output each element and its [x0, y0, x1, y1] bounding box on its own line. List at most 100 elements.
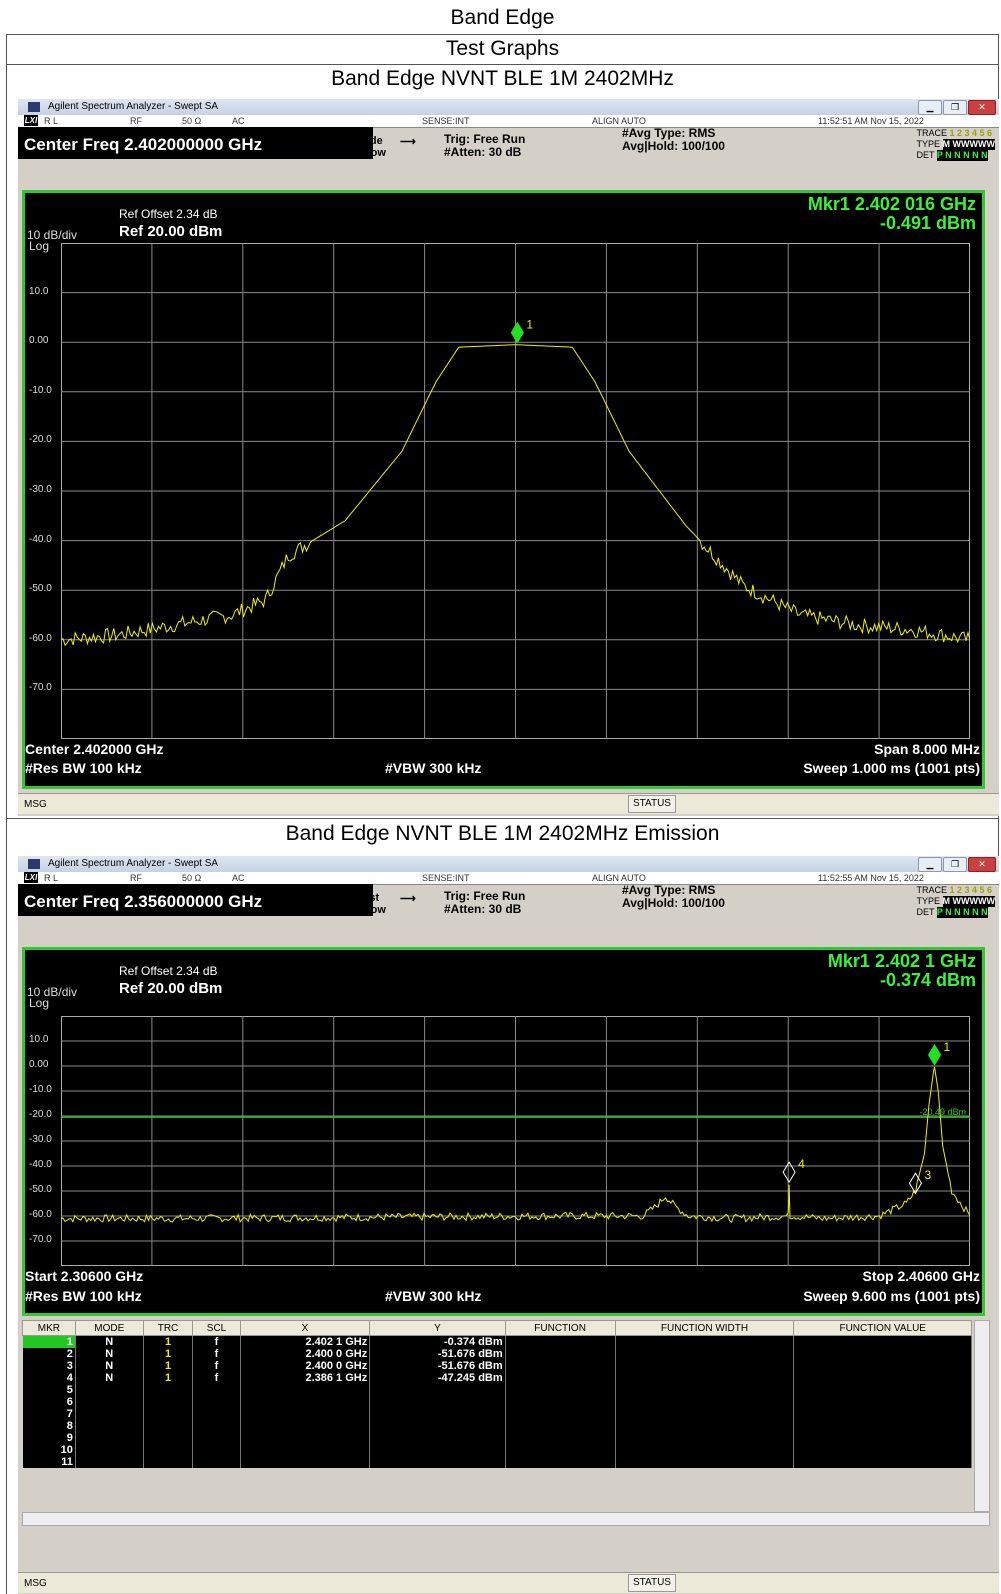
table-cell — [369, 1384, 506, 1396]
caption-2: Band Edge NVNT BLE 1M 2402MHz Emission — [285, 822, 720, 845]
message-bar: MSG STATUS — [18, 793, 999, 814]
minimize-button[interactable]: ▁ — [918, 100, 942, 115]
table-row[interactable]: 6 — [22, 1396, 972, 1408]
table-cell — [793, 1348, 972, 1360]
table-cell — [615, 1360, 795, 1372]
table-header[interactable]: FUNCTION — [504, 1320, 616, 1336]
ref-level: Ref 20.00 dBm — [119, 980, 223, 997]
close-button[interactable]: ✕ — [968, 857, 996, 872]
table-cell — [75, 1396, 144, 1408]
marker-readout: Mkr1 2.402 016 GHz -0.491 dBm — [807, 194, 976, 233]
rl-label: R L — [44, 873, 59, 883]
sense-label: SENSE:INT — [422, 116, 470, 126]
table-cell — [75, 1432, 144, 1444]
table-row[interactable]: 11 — [22, 1456, 972, 1468]
table-cell — [793, 1408, 972, 1420]
table-cell — [793, 1372, 972, 1384]
res-bw-label: #Res BW 100 kHz — [25, 760, 142, 776]
table-cell: 5 — [22, 1384, 76, 1396]
minimize-button[interactable]: ▁ — [918, 857, 942, 872]
table-cell — [505, 1408, 616, 1420]
restore-button[interactable]: ❐ — [943, 100, 967, 115]
table-cell: -47.245 dBm — [369, 1372, 506, 1384]
table-cell — [369, 1420, 506, 1432]
align-label: ALIGN AUTO — [592, 873, 646, 883]
table-cell — [505, 1444, 616, 1456]
table-cell: 1 — [22, 1335, 76, 1348]
rf-label: RF — [130, 116, 142, 126]
table-row[interactable]: 10 — [22, 1444, 972, 1456]
table-cell — [192, 1420, 241, 1432]
title-bar: Agilent Spectrum Analyzer - Swept SA ▁ ❐… — [18, 856, 999, 872]
table-cell — [192, 1384, 241, 1396]
avg-setting: #Avg Type: RMS Avg|Hold: 100/100 — [622, 883, 725, 910]
table-cell: 11 — [22, 1456, 76, 1468]
limit-label: -20.49 dBm — [919, 1107, 966, 1117]
arrow-icon: ⟶ — [400, 893, 416, 905]
table-cell: 1 — [143, 1360, 194, 1372]
table-cell — [505, 1432, 616, 1444]
sense-label: SENSE:INT — [422, 873, 470, 883]
table-header[interactable]: TRC — [142, 1320, 194, 1336]
table-header[interactable]: MKR — [22, 1320, 76, 1336]
center-freq-bar[interactable]: Center Freq 2.402000000 GHz — [18, 127, 373, 159]
table-cell — [75, 1384, 144, 1396]
spectrum-screen-2: Ref Offset 2.34 dB 10 dB/div Ref 20.00 d… — [22, 947, 985, 1316]
center-label: Center 2.402000 GHz — [25, 741, 164, 757]
scale-label: 10 dB/div — [27, 228, 78, 242]
align-label: ALIGN AUTO — [592, 116, 646, 126]
center-freq: Center Freq 2.356000000 GHz — [24, 892, 263, 911]
status-button[interactable]: STATUS — [628, 1574, 676, 1592]
table-cell: 7 — [22, 1408, 76, 1420]
close-button[interactable]: ✕ — [968, 100, 996, 115]
table-cell — [505, 1372, 616, 1384]
table-header[interactable]: FUNCTION WIDTH — [614, 1320, 795, 1336]
trace-line — [61, 1066, 970, 1223]
table-scrollbar[interactable] — [974, 1320, 990, 1512]
table-header[interactable]: SCL — [192, 1320, 241, 1336]
y-tick-label: -70.0 — [29, 1234, 52, 1245]
table-cell — [75, 1408, 144, 1420]
y-tick-label: -50.0 — [29, 583, 52, 595]
table-row[interactable]: 5 — [22, 1384, 972, 1396]
table-row[interactable]: 2 N 1 f 2.400 0 GHz -51.676 dBm — [22, 1348, 972, 1360]
trig-setting: Trig: Free Run #Atten: 30 dB — [444, 889, 526, 916]
table-cell: N — [75, 1348, 144, 1360]
table-cell — [240, 1432, 371, 1444]
table-row[interactable]: 4 N 1 f 2.386 1 GHz -47.245 dBm — [22, 1372, 972, 1384]
table-cell — [192, 1396, 241, 1408]
table-cell — [793, 1360, 972, 1372]
table-row[interactable]: 7 — [22, 1408, 972, 1420]
table-cell — [505, 1456, 616, 1468]
ref-offset: Ref Offset 2.34 dB — [119, 207, 218, 221]
status-button[interactable]: STATUS — [628, 795, 676, 813]
horizontal-scrollbar[interactable] — [22, 1512, 990, 1526]
sweep-label: Sweep 1.000 ms (1001 pts) — [803, 760, 980, 776]
table-cell — [505, 1360, 616, 1372]
impedance-label: 50 Ω — [182, 873, 202, 883]
y-tick-label: 0.00 — [29, 1059, 49, 1070]
table-header[interactable]: X — [239, 1320, 371, 1336]
table-header[interactable]: FUNCTION VALUE — [793, 1320, 972, 1336]
table-cell: N — [75, 1372, 144, 1384]
table-header[interactable]: MODE — [74, 1320, 144, 1336]
table-cell: 2.402 1 GHz — [240, 1335, 371, 1348]
center-freq-bar[interactable]: Center Freq 2.356000000 GHz — [18, 884, 373, 916]
table-cell — [369, 1456, 506, 1468]
y-tick-label: -40.0 — [29, 533, 52, 545]
table-row[interactable]: 8 — [22, 1420, 972, 1432]
table-row[interactable]: 3 N 1 f 2.400 0 GHz -51.676 dBm — [22, 1360, 972, 1372]
stop-label: Stop 2.40600 GHz — [862, 1268, 981, 1284]
table-cell: f — [192, 1360, 241, 1372]
pno-setting: PNO: Fast IFGain:Low — [326, 892, 386, 916]
table-row[interactable]: 9 — [22, 1432, 972, 1444]
table-cell — [793, 1444, 972, 1456]
y-tick-label: -30.0 — [29, 1134, 52, 1145]
table-cell: 1 — [143, 1335, 194, 1348]
table-cell — [143, 1432, 194, 1444]
app-icon — [28, 102, 40, 112]
restore-button[interactable]: ❐ — [943, 857, 967, 872]
timestamp: 11:52:51 AM Nov 15, 2022 — [818, 116, 924, 126]
table-row[interactable]: 1 N 1 f 2.402 1 GHz -0.374 dBm — [22, 1335, 972, 1348]
table-header[interactable]: Y — [369, 1320, 506, 1336]
